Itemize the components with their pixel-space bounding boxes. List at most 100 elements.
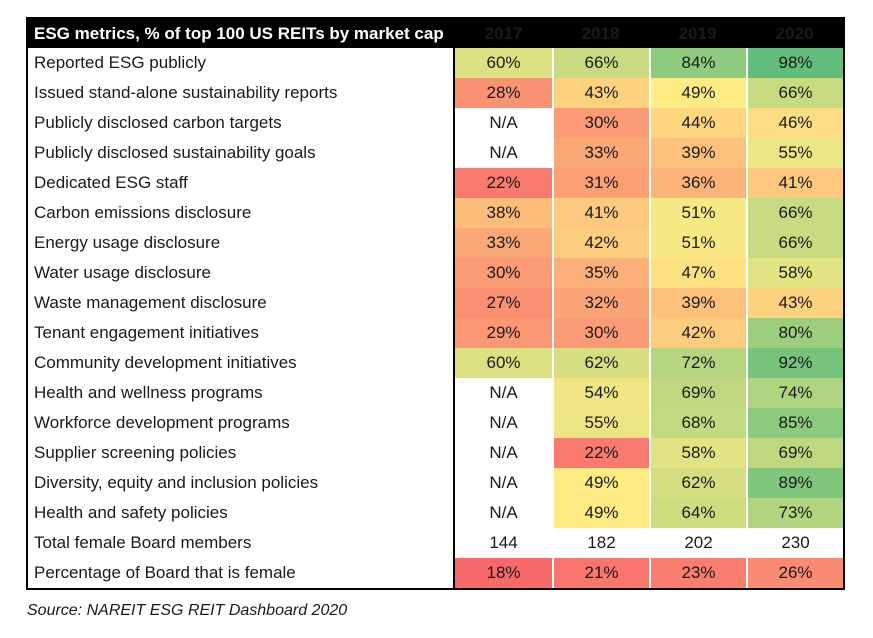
metric-cell: N/A [455, 438, 552, 468]
table-row: Publicly disclosed sustainability goals N… [28, 138, 843, 168]
metric-cell: 49% [552, 498, 649, 528]
metric-label: Water usage disclosure [28, 258, 455, 288]
year-header-2020: 2020 [775, 24, 814, 43]
metric-label: Tenant engagement initiatives [28, 318, 455, 348]
table-row: Carbon emissions disclosure 38% 41% 51% 66% [28, 198, 843, 228]
metric-cell: 27% [455, 288, 552, 318]
metric-cell: 230 [746, 528, 843, 558]
metric-cell: 49% [552, 468, 649, 498]
metric-cell: 72% [649, 348, 746, 378]
metric-cell: 55% [746, 138, 843, 168]
table-row: Health and safety policies N/A 49% 64% 73% [28, 498, 843, 528]
table-row: Water usage disclosure 30% 35% 47% 58% [28, 258, 843, 288]
metric-label: Supplier screening policies [28, 438, 455, 468]
metric-cell: 85% [746, 408, 843, 438]
metric-label: Energy usage disclosure [28, 228, 455, 258]
metric-cell: 28% [455, 78, 552, 108]
table-row: Issued stand-alone sustainability report… [28, 78, 843, 108]
metric-label: Workforce development programs [28, 408, 455, 438]
metric-cell: 51% [649, 228, 746, 258]
metric-cell: 84% [649, 48, 746, 78]
table-row: Reported ESG publicly 60% 66% 84% 98% [28, 48, 843, 78]
metric-cell: N/A [455, 378, 552, 408]
metric-cell: 31% [552, 168, 649, 198]
metric-label: Total female Board members [28, 528, 455, 558]
metric-cell: N/A [455, 138, 552, 168]
metric-cell: 43% [746, 288, 843, 318]
metric-label: Publicly disclosed sustainability goals [28, 138, 455, 168]
metric-cell: 30% [552, 108, 649, 138]
metric-cell: 98% [746, 48, 843, 78]
metric-cell: 89% [746, 468, 843, 498]
metric-cell: 39% [649, 288, 746, 318]
metric-cell: 39% [649, 138, 746, 168]
table-row: Health and wellness programs N/A 54% 69% 74% [28, 378, 843, 408]
metric-cell: 41% [746, 168, 843, 198]
metric-cell: 44% [649, 108, 746, 138]
metric-cell: N/A [455, 408, 552, 438]
table-row: Publicly disclosed carbon targets N/A 30% 4… [28, 108, 843, 138]
table-row: Supplier screening policies N/A 22% 58% 69% [28, 438, 843, 468]
metric-label: Dedicated ESG staff [28, 168, 455, 198]
metric-cell: 51% [649, 198, 746, 228]
metric-label: Issued stand-alone sustainability report… [28, 78, 455, 108]
metric-cell: N/A [455, 468, 552, 498]
year-header-2017: 2017 [484, 24, 523, 43]
metric-cell: 18% [455, 558, 552, 588]
metric-cell: 30% [455, 258, 552, 288]
metric-cell: 58% [746, 258, 843, 288]
table-row: Dedicated ESG staff 22% 31% 36% 41% [28, 168, 843, 198]
metric-label: Publicly disclosed carbon targets [28, 108, 455, 138]
metric-cell: 60% [455, 48, 552, 78]
metric-cell: 58% [649, 438, 746, 468]
metric-label: Carbon emissions disclosure [28, 198, 455, 228]
metric-cell: 22% [552, 438, 649, 468]
metric-cell: N/A [455, 498, 552, 528]
table-row: Diversity, equity and inclusion policies… [28, 468, 843, 498]
metric-cell: 54% [552, 378, 649, 408]
table-title: ESG metrics, % of top 100 US REITs by ma… [28, 19, 455, 48]
metric-cell: 46% [746, 108, 843, 138]
metric-cell: 23% [649, 558, 746, 588]
metric-cell: 73% [746, 498, 843, 528]
table-row: Percentage of Board that is female 18% 21%… [28, 558, 843, 588]
table-header-row: ESG metrics, % of top 100 US REITs by ma… [28, 19, 843, 48]
metric-cell: 144 [455, 528, 552, 558]
metric-cell: 32% [552, 288, 649, 318]
metric-cell: 69% [746, 438, 843, 468]
source-note: Source: NAREIT ESG REIT Dashboard 2020 [27, 602, 348, 619]
metric-cell: 66% [746, 228, 843, 258]
esg-table: ESG metrics, % of top 100 US REITs by ma… [26, 17, 845, 590]
metric-cell: 68% [649, 408, 746, 438]
metric-label: Diversity, equity and inclusion policies [28, 468, 455, 498]
metric-cell: 35% [552, 258, 649, 288]
table-row: Energy usage disclosure 33% 42% 51% 66% [28, 228, 843, 258]
metric-cell: N/A [455, 108, 552, 138]
metric-cell: 36% [649, 168, 746, 198]
metric-cell: 66% [746, 198, 843, 228]
metric-label: Reported ESG publicly [28, 48, 455, 78]
metric-cell: 62% [552, 348, 649, 378]
metric-cell: 42% [649, 318, 746, 348]
metric-cell: 42% [552, 228, 649, 258]
metric-cell: 47% [649, 258, 746, 288]
metric-cell: 41% [552, 198, 649, 228]
metric-cell: 26% [746, 558, 843, 588]
metric-label: Health and wellness programs [28, 378, 455, 408]
metric-cell: 33% [552, 138, 649, 168]
metric-cell: 74% [746, 378, 843, 408]
year-header-2019: 2019 [678, 24, 717, 43]
metric-cell: 29% [455, 318, 552, 348]
year-header-2018: 2018 [581, 24, 620, 43]
metric-cell: 92% [746, 348, 843, 378]
metric-cell: 64% [649, 498, 746, 528]
metric-cell: 30% [552, 318, 649, 348]
metric-cell: 49% [649, 78, 746, 108]
metric-label: Percentage of Board that is female [28, 558, 455, 588]
table-row: Total female Board members 144 182 202 230 [28, 528, 843, 558]
metric-cell: 22% [455, 168, 552, 198]
metric-label: Community development initiatives [28, 348, 455, 378]
metric-cell: 38% [455, 198, 552, 228]
table-row: Tenant engagement initiatives 29% 30% 42% 80… [28, 318, 843, 348]
